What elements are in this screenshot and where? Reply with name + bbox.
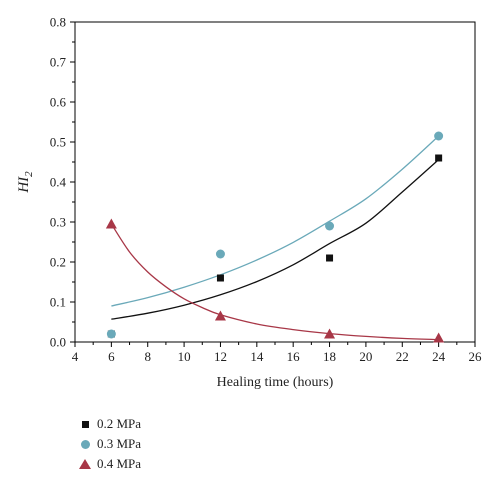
hi2-chart: 4 6 8 10 12 14 16 18 20 22 24 26 0.0 0.1 0.2 0.3 0.4 0.5…	[16, 15, 482, 391]
data-point-series-0	[216, 274, 224, 282]
legend: 0.2 MPa 0.3 MPa 0.4 MPa	[75, 414, 141, 474]
data-markers	[105, 131, 445, 343]
data-point-series-1	[325, 221, 335, 231]
y-tick-label: 0.2	[50, 255, 66, 270]
triangle-marker-icon	[75, 459, 95, 469]
y-tick-label: 0.7	[50, 55, 67, 70]
x-tick-label: 4	[72, 349, 79, 364]
y-tick-label: 0.5	[50, 135, 66, 150]
fit-curves	[110, 135, 440, 341]
x-tick-label: 14	[250, 349, 264, 364]
x-axis-label: Healing time (hours)	[217, 375, 334, 390]
legend-label: 0.3 MPa	[97, 436, 142, 451]
legend-label: 0.2 MPa	[97, 416, 142, 431]
data-point-series-1	[215, 249, 225, 259]
y-tick-label: 0.4	[50, 175, 67, 190]
fit-curve-series-1	[111, 135, 440, 307]
x-tick-label: 22	[396, 349, 409, 364]
x-tick-label: 24	[432, 349, 446, 364]
y-tick-label: 0.6	[50, 95, 67, 110]
y-tick-label: 0.3	[50, 215, 66, 230]
y-axis-ticks: 0.0 0.1 0.2 0.3 0.4 0.5 0.6 0.7 0.8	[50, 15, 75, 350]
x-tick-label: 8	[144, 349, 151, 364]
legend-item-02-mpa: 0.2 MPa	[75, 414, 141, 434]
data-point-series-1	[106, 329, 116, 339]
x-tick-label: 26	[469, 349, 483, 364]
circle-marker-icon	[75, 439, 95, 449]
data-point-series-2	[433, 332, 445, 343]
y-axis-label: HI2	[16, 171, 35, 194]
y-tick-label: 0.0	[50, 335, 66, 350]
legend-item-03-mpa: 0.3 MPa	[75, 434, 141, 454]
legend-label: 0.4 MPa	[97, 456, 142, 471]
x-axis-ticks: 4 6 8 10 12 14 16 18 20 22 24 26	[72, 342, 482, 364]
x-tick-label: 16	[287, 349, 301, 364]
y-tick-label: 0.1	[50, 295, 66, 310]
data-point-series-0	[326, 254, 334, 262]
y-tick-label: 0.8	[50, 15, 66, 30]
data-point-series-2	[105, 218, 117, 229]
x-tick-label: 12	[214, 349, 227, 364]
fit-curve-series-0	[111, 159, 440, 320]
x-tick-label: 6	[108, 349, 115, 364]
plot-frame	[74, 21, 476, 343]
y-axis-label-main: HI	[16, 176, 32, 194]
x-tick-label: 20	[359, 349, 372, 364]
data-point-series-1	[434, 131, 444, 141]
data-point-series-2	[214, 310, 226, 321]
legend-item-04-mpa: 0.4 MPa	[75, 454, 141, 474]
x-tick-label: 10	[178, 349, 191, 364]
y-axis-label-subscript: 2	[23, 171, 35, 177]
x-tick-label: 18	[323, 349, 336, 364]
data-point-series-2	[324, 328, 336, 339]
square-marker-icon	[75, 420, 95, 428]
data-point-series-0	[435, 154, 443, 162]
fit-curve-series-2	[110, 223, 439, 341]
